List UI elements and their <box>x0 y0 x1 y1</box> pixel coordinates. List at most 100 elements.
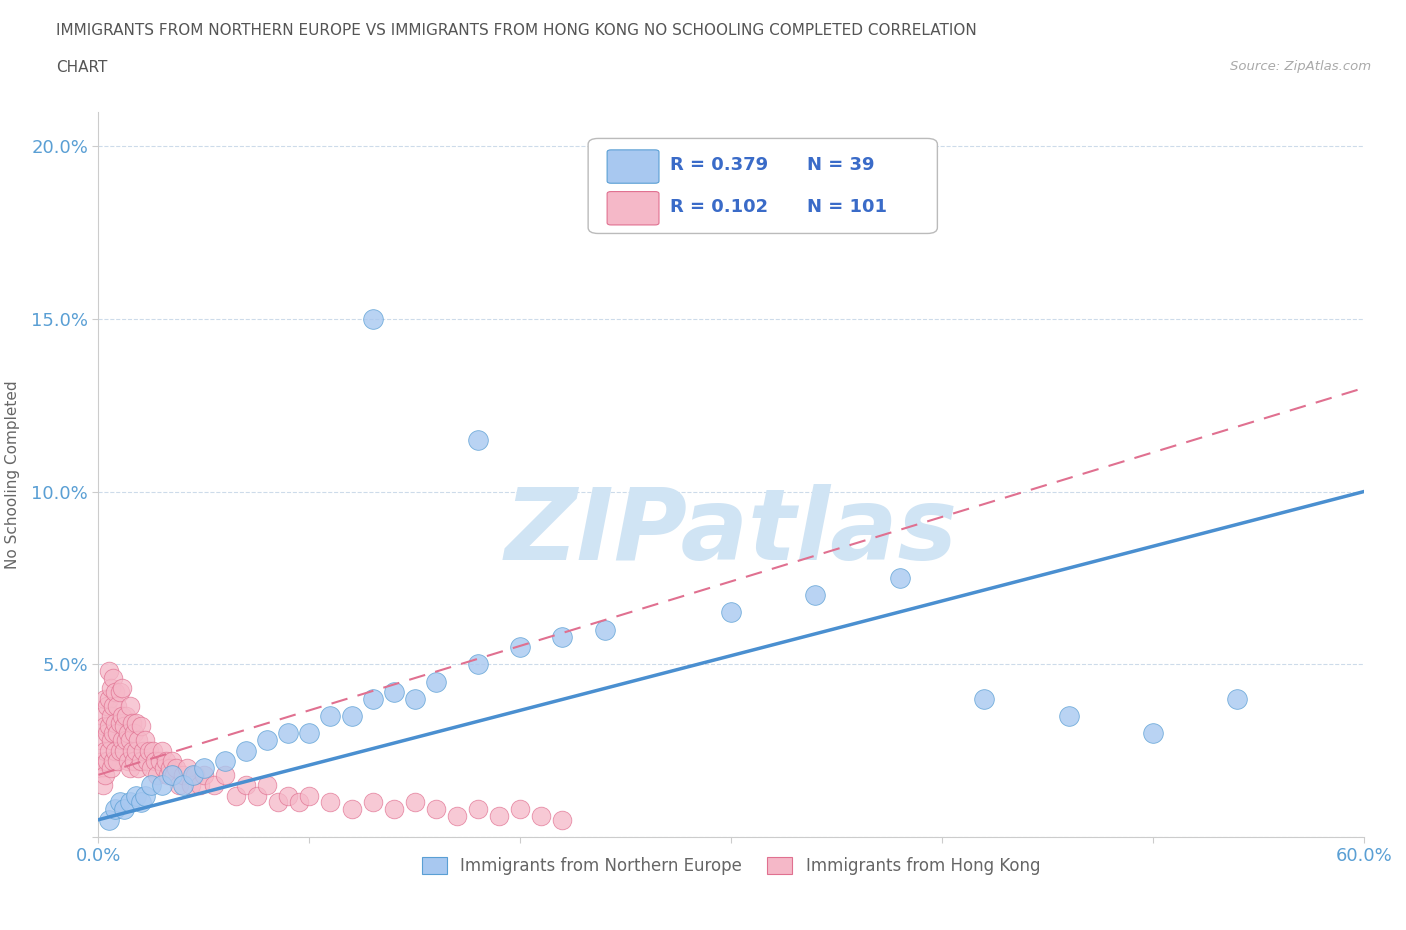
Point <box>98 664 121 679</box>
Point <box>162 753 183 768</box>
Point <box>361 795 384 810</box>
Point <box>256 733 278 748</box>
Point <box>124 726 146 741</box>
Point <box>129 795 152 810</box>
Point <box>188 777 211 792</box>
Point <box>551 630 574 644</box>
Point <box>108 684 131 699</box>
Point <box>93 719 117 734</box>
Point <box>150 777 173 792</box>
Point <box>193 767 215 782</box>
Point <box>125 788 148 803</box>
Point <box>141 777 163 792</box>
Point <box>172 777 194 792</box>
Point <box>298 726 321 741</box>
Point <box>166 761 188 776</box>
Point <box>120 733 141 748</box>
Point <box>319 709 342 724</box>
Point <box>112 743 135 758</box>
Point <box>107 698 129 713</box>
Point <box>121 715 143 730</box>
Point <box>96 726 118 741</box>
Text: CHART: CHART <box>56 60 108 75</box>
Point <box>141 761 163 776</box>
Point <box>103 726 125 741</box>
FancyBboxPatch shape <box>607 192 659 225</box>
Point <box>172 767 194 782</box>
Point <box>720 605 742 620</box>
Point <box>107 726 129 741</box>
Point <box>162 767 183 782</box>
Point <box>136 753 159 768</box>
Point <box>125 715 148 730</box>
Text: R = 0.102: R = 0.102 <box>671 198 769 216</box>
Point <box>103 671 125 685</box>
Point <box>90 761 112 776</box>
FancyBboxPatch shape <box>607 150 659 183</box>
Point <box>138 743 160 758</box>
Text: N = 101: N = 101 <box>807 198 887 216</box>
Point <box>425 802 447 817</box>
Text: IMMIGRANTS FROM NORTHERN EUROPE VS IMMIGRANTS FROM HONG KONG NO SCHOOLING COMPLE: IMMIGRANTS FROM NORTHERN EUROPE VS IMMIG… <box>56 23 977 38</box>
Y-axis label: No Schooling Completed: No Schooling Completed <box>4 380 20 568</box>
Point <box>145 753 166 768</box>
Point <box>235 777 257 792</box>
Text: N = 39: N = 39 <box>807 156 875 174</box>
Point <box>103 753 125 768</box>
Point <box>115 733 138 748</box>
Point <box>319 795 342 810</box>
Point <box>149 753 172 768</box>
Point <box>467 432 489 447</box>
Point <box>1226 691 1249 706</box>
Point <box>134 733 156 748</box>
Point <box>153 761 176 776</box>
Point <box>104 715 127 730</box>
Point <box>973 691 995 706</box>
Point <box>298 788 321 803</box>
Point <box>382 684 405 699</box>
Point <box>889 570 911 585</box>
Point <box>235 743 257 758</box>
Point <box>150 743 173 758</box>
Point <box>361 691 384 706</box>
Point <box>93 743 117 758</box>
Point <box>108 743 131 758</box>
Point <box>100 709 122 724</box>
Point <box>593 622 616 637</box>
Point <box>111 709 132 724</box>
Point <box>100 733 122 748</box>
Point <box>340 709 363 724</box>
Point <box>551 812 574 827</box>
Point <box>509 640 531 655</box>
Point <box>488 809 510 824</box>
Point <box>134 788 156 803</box>
Point <box>117 753 139 768</box>
Point <box>287 795 309 810</box>
Point <box>129 719 152 734</box>
Point <box>112 719 135 734</box>
Text: ZIPatlas: ZIPatlas <box>505 484 957 581</box>
Point <box>225 788 247 803</box>
Text: R = 0.379: R = 0.379 <box>671 156 769 174</box>
Point <box>128 733 150 748</box>
Point <box>467 802 489 817</box>
Point <box>167 777 190 792</box>
Text: Source: ZipAtlas.com: Source: ZipAtlas.com <box>1230 60 1371 73</box>
Point <box>180 777 202 792</box>
Point <box>98 812 121 827</box>
Point <box>125 743 148 758</box>
Point <box>98 719 121 734</box>
Point <box>120 795 141 810</box>
Point <box>159 761 181 776</box>
Point <box>382 802 405 817</box>
Point <box>277 726 299 741</box>
Point <box>115 709 138 724</box>
Point <box>104 802 127 817</box>
Point <box>157 767 180 782</box>
Point <box>90 733 112 748</box>
Point <box>1142 726 1164 741</box>
Point <box>176 761 198 776</box>
Point <box>120 698 141 713</box>
Point <box>91 777 114 792</box>
Point <box>104 684 127 699</box>
